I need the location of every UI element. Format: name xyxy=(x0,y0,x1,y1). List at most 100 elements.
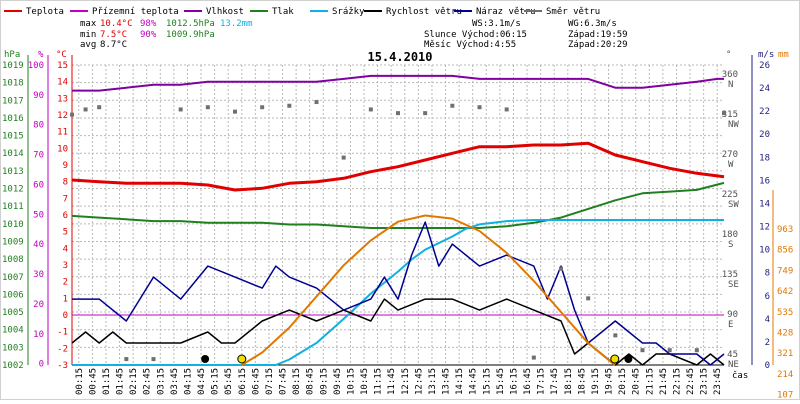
x-tick-label: 09:15 xyxy=(319,368,329,395)
wind-direction-point xyxy=(504,107,509,112)
x-tick-label: 23:15 xyxy=(700,368,710,395)
sun-rise: Slunce Východ:06:15 xyxy=(424,30,527,40)
axis-degc-label: °C xyxy=(56,50,67,60)
ms-tick-label: 18 xyxy=(759,153,770,163)
wind-direction-point xyxy=(396,111,400,116)
astro-block: WS:3.1m/s WG:6.3m/s Slunce Východ:06:15 … xyxy=(424,19,628,50)
x-tick-label: 19:15 xyxy=(591,368,601,395)
moon-rise: Měsíc Východ:4:55 xyxy=(424,40,516,50)
deg-dir-label: N xyxy=(728,80,733,90)
series-line xyxy=(72,219,724,366)
pct-tick-label: 50 xyxy=(33,210,44,220)
wind-direction-point xyxy=(205,105,210,110)
x-tick-label: 20:15 xyxy=(618,368,628,395)
wind-direction-point xyxy=(124,357,129,362)
series-line xyxy=(71,181,725,229)
x-tick-label: 00:45 xyxy=(88,368,98,395)
x-tick-label: 08:15 xyxy=(292,368,302,395)
deg-tick-label: 135 xyxy=(722,270,738,280)
x-tick-label: 07:15 xyxy=(265,368,275,395)
moon-rise-marker xyxy=(201,355,210,363)
deg-tick-label: 270 xyxy=(722,150,738,160)
axis-ms-label: m/s xyxy=(758,50,774,60)
ms-tick-label: 0 xyxy=(765,361,770,371)
wind-direction-point xyxy=(450,103,455,108)
degc-tick-label: -2 xyxy=(57,344,68,354)
x-tick-label: 00:15 xyxy=(75,368,85,395)
x-tick-label: 14:45 xyxy=(469,368,479,395)
series-line xyxy=(72,221,725,366)
series-line xyxy=(72,74,724,92)
stats-max-label: max xyxy=(80,19,97,29)
x-tick-label: 15:15 xyxy=(482,368,492,395)
mm-tick-label: 856 xyxy=(777,246,793,256)
ms-tick-label: 12 xyxy=(759,223,770,233)
wind-gust-max: WG:6.3m/s xyxy=(568,19,617,29)
ms-tick-label: 4 xyxy=(765,315,770,325)
deg-dir-label: S xyxy=(728,240,733,250)
plot-area xyxy=(70,74,726,366)
x-tick-label: 13:15 xyxy=(428,368,438,395)
degc-tick-label: 3 xyxy=(63,261,68,271)
ms-tick-label: 6 xyxy=(765,292,770,302)
x-tick-label: 09:45 xyxy=(333,368,343,395)
degc-tick-label: 5 xyxy=(63,228,68,238)
x-axis-ticks: 00:15 00:45 01:15 01:45 02:15 02:45 03:15 03:45… xyxy=(75,368,723,395)
pct-tick-label: 70 xyxy=(33,151,44,161)
hpa-tick-label: 1002 xyxy=(2,361,24,371)
legend-label: Náraz větru xyxy=(476,7,536,17)
x-tick-label: 01:45 xyxy=(116,368,126,395)
stats-max-press: 1012.5hPa xyxy=(166,19,215,29)
wind-direction-point xyxy=(233,109,237,114)
x-tick-label: 03:15 xyxy=(156,368,166,395)
deg-tick-label: 180 xyxy=(722,230,738,240)
deg-dir-label: W xyxy=(728,160,734,170)
x-tick-label: 12:15 xyxy=(401,368,411,395)
degc-tick-label: -1 xyxy=(57,328,68,338)
hpa-tick-label: 1010 xyxy=(2,220,24,230)
x-tick-label: 07:45 xyxy=(279,368,289,395)
stats-min-label: min xyxy=(80,30,96,40)
x-tick-label: 18:45 xyxy=(577,368,587,395)
wind-direction-point xyxy=(477,105,482,110)
x-tick-label: 23:45 xyxy=(713,368,723,395)
wind-direction-point xyxy=(559,266,563,271)
degc-tick-label: 15 xyxy=(57,61,68,71)
stats-block: max 10.4°C 98% 1012.5hPa 13.2mm min 7.5°… xyxy=(80,19,253,50)
wind-direction-point xyxy=(70,112,74,117)
hpa-tick-label: 1016 xyxy=(2,114,24,124)
hpa-tick-label: 1004 xyxy=(2,326,24,336)
degc-tick-label: -3 xyxy=(57,361,68,371)
stats-max-rain: 13.2mm xyxy=(220,19,253,29)
pct-tick-label: 90 xyxy=(33,91,44,101)
x-tick-label: 21:45 xyxy=(659,368,669,395)
x-tick-label: 22:45 xyxy=(686,368,696,395)
wind-direction-point xyxy=(613,333,618,338)
x-tick-label: 04:15 xyxy=(183,368,193,395)
axis-x-label: čas xyxy=(732,370,748,381)
hpa-tick-label: 1011 xyxy=(2,202,24,212)
x-tick-label: 06:45 xyxy=(251,368,261,395)
wind-direction-point xyxy=(178,107,183,112)
degc-tick-label: 11 xyxy=(57,128,68,138)
x-tick-label: 04:45 xyxy=(197,368,207,395)
degc-tick-label: 1 xyxy=(63,294,68,304)
degc-tick-label: 7 xyxy=(63,194,68,204)
wind-direction-point xyxy=(667,348,672,353)
wind-direction-point xyxy=(423,111,428,116)
x-tick-label: 17:15 xyxy=(537,368,547,395)
x-tick-label: 01:15 xyxy=(102,368,112,395)
x-tick-label: 06:15 xyxy=(238,368,248,395)
deg-tick-label: 90 xyxy=(727,310,738,320)
wind-direction-point xyxy=(287,103,292,108)
ms-tick-label: 16 xyxy=(759,176,770,186)
degc-tick-label: 8 xyxy=(63,178,68,188)
pct-tick-label: 80 xyxy=(33,121,44,131)
degc-tick-label: 13 xyxy=(57,94,68,104)
x-tick-label: 05:45 xyxy=(224,368,234,395)
moon-set-marker xyxy=(624,355,633,363)
pct-tick-label: 0 xyxy=(39,360,44,370)
hpa-tick-label: 1018 xyxy=(2,79,24,89)
x-tick-label: 12:45 xyxy=(414,368,424,395)
wind-direction-point xyxy=(83,107,88,112)
